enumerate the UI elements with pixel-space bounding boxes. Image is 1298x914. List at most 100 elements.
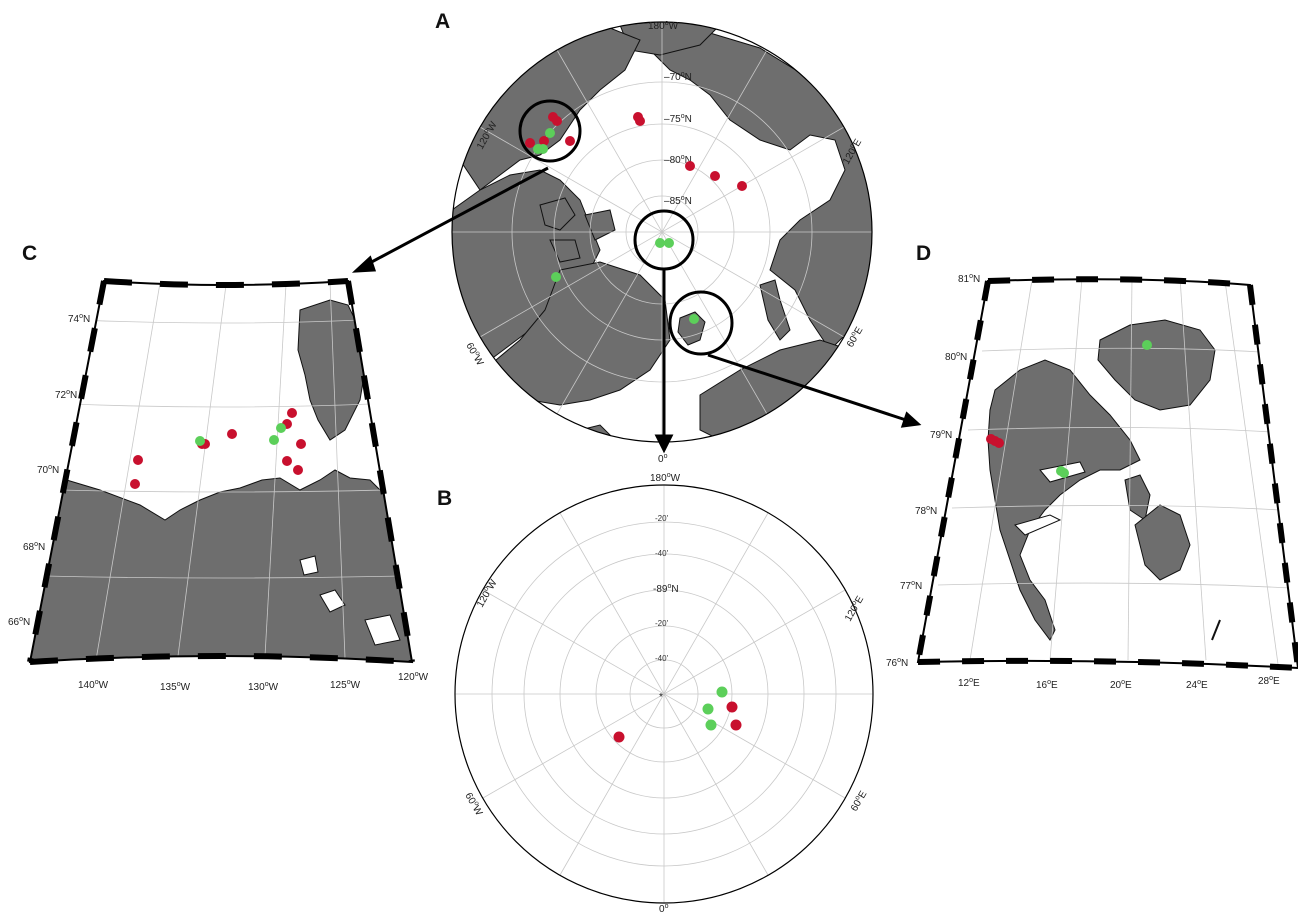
site-marker-green-5 xyxy=(664,238,674,248)
site-marker-red-3 xyxy=(525,138,535,148)
panel-c-frame-ticks-bottom xyxy=(29,653,413,665)
panel-d-letter: D xyxy=(916,242,931,265)
panel-c-lat-66: 66oN xyxy=(8,616,30,628)
site-marker-red-9 xyxy=(282,456,292,466)
panel-c-lon-140: 140oW xyxy=(78,679,109,691)
panel-c-lat-68: 68oN xyxy=(23,541,45,553)
site-marker-red-9 xyxy=(710,171,720,181)
site-marker-green-3 xyxy=(276,423,286,433)
site-marker-red-2 xyxy=(730,719,742,731)
site-marker-red-7 xyxy=(635,116,645,126)
panel-a-lon-60w: 60oW xyxy=(463,341,486,369)
panel-c-lat-72: 72oN xyxy=(55,389,77,401)
panel-d-lon-20: 20oE xyxy=(1110,679,1132,691)
panel-d-frame-ticks-right xyxy=(1247,284,1298,669)
panel-d-markers xyxy=(986,340,1152,478)
site-marker-red-5 xyxy=(227,429,237,439)
panel-c-lon-125: 125oW xyxy=(330,679,361,691)
arrow-to-c-head xyxy=(351,255,377,273)
site-marker-red-2 xyxy=(130,479,140,489)
panel-c-lon-130: 130oW xyxy=(248,681,279,693)
panel-a-lon-0: 0o xyxy=(658,453,668,465)
panel-b-lon-180: 180oW xyxy=(650,472,681,484)
site-marker-red-10 xyxy=(737,181,747,191)
arrow-to-c xyxy=(365,166,549,267)
site-marker-red-5 xyxy=(565,136,575,146)
panel-a-lon-180: 180oW xyxy=(648,20,679,32)
panel-c-frame-ticks-left xyxy=(27,280,107,663)
panel-c-lon-135: 135oW xyxy=(160,681,191,693)
panel-c-lat-74: 74oN xyxy=(68,313,90,325)
panel-d-lat-80: 80oN xyxy=(945,351,967,363)
panel-b-pole-mark: * xyxy=(659,692,663,703)
panel-a-lat-75: –75oN xyxy=(664,113,692,125)
site-marker-green-1 xyxy=(716,686,728,698)
panel-b-ring-label-3: -20' xyxy=(655,619,669,628)
site-marker-red-2 xyxy=(552,116,562,126)
panel-d-lon-12: 12oE xyxy=(958,677,980,689)
arrow-to-b-head xyxy=(654,434,674,454)
panel-c-letter: C xyxy=(22,242,37,265)
panel-b-lat-89: -89oN xyxy=(653,583,679,595)
site-marker-red-4 xyxy=(539,136,549,146)
panel-b-frame xyxy=(454,484,874,904)
panel-c-frame-ticks-top xyxy=(103,278,349,288)
site-marker-green-3 xyxy=(705,719,717,731)
panel-d-lat-76: 76oN xyxy=(886,657,908,669)
panel-d-lat-78: 78oN xyxy=(915,505,937,517)
site-marker-red-3 xyxy=(994,438,1004,448)
site-marker-red-8 xyxy=(685,161,695,171)
panel-d-lon-16: 16oE xyxy=(1036,679,1058,691)
panel-b-graticule xyxy=(455,485,873,903)
panel-b-ring-label-4: -40' xyxy=(655,654,669,663)
panel-a-graticule xyxy=(452,22,872,442)
site-marker-green-6 xyxy=(551,272,561,282)
site-marker-green-4 xyxy=(655,238,665,248)
panel-a-lon-60e: 60oE xyxy=(844,324,865,349)
connector-arrows xyxy=(351,166,922,454)
site-marker-green-1 xyxy=(545,128,555,138)
panel-d-frame-ticks-bottom xyxy=(917,657,1298,671)
panel-d-lon-24: 24oE xyxy=(1186,679,1208,691)
panel-a-highlight-beaufort xyxy=(518,99,582,163)
panel-d-lat-79: 79oN xyxy=(930,429,952,441)
panel-c-graticule xyxy=(44,281,399,661)
panel-a-highlight-svalbard xyxy=(668,290,734,356)
panel-d-frame-ticks-top xyxy=(987,276,1251,288)
panel-a-lat-70: –70oN xyxy=(664,71,692,83)
panel-c: C 74oN 72oN 70oN xyxy=(8,242,429,693)
site-marker-green-1 xyxy=(1142,340,1152,350)
site-marker-red-6 xyxy=(287,408,297,418)
panel-d-lat-77: 77oN xyxy=(900,580,922,592)
site-marker-green-7 xyxy=(689,314,699,324)
site-marker-red-3 xyxy=(613,731,625,743)
site-marker-green-3 xyxy=(1059,468,1069,478)
panel-b-ring-label-2: -40' xyxy=(655,549,669,558)
panel-b-lon-60e: 60oE xyxy=(848,788,869,813)
arrow-to-d xyxy=(707,353,907,422)
panel-a-letter: A xyxy=(435,10,450,33)
panel-d: D 81o xyxy=(886,242,1298,691)
panel-c-frame-ticks-right xyxy=(345,280,415,663)
panel-b-letter: B xyxy=(437,487,452,510)
panel-a-lat-85: –85oN xyxy=(664,195,692,207)
panel-c-markers xyxy=(130,408,306,489)
panel-d-frame-ticks-left xyxy=(915,280,991,663)
panel-d-graticule xyxy=(937,279,1291,665)
panel-d-lat-81: 81oN xyxy=(958,273,980,285)
site-marker-green-1 xyxy=(195,436,205,446)
panel-c-lat-70: 70oN xyxy=(37,464,59,476)
panel-b-ring-label-1: -20' xyxy=(655,514,669,523)
site-marker-green-2 xyxy=(269,435,279,445)
panel-a: A xyxy=(435,10,873,465)
site-marker-red-1 xyxy=(133,455,143,465)
panel-c-lon-120: 120oW xyxy=(398,671,429,683)
panel-d-land xyxy=(987,319,1221,641)
panel-d-lon-28: 28oE xyxy=(1258,675,1280,687)
panel-b-markers xyxy=(613,686,742,743)
panel-a-markers xyxy=(525,112,747,324)
site-marker-red-1 xyxy=(726,701,738,713)
panel-a-highlight-pole xyxy=(633,209,695,271)
site-marker-red-8 xyxy=(296,439,306,449)
